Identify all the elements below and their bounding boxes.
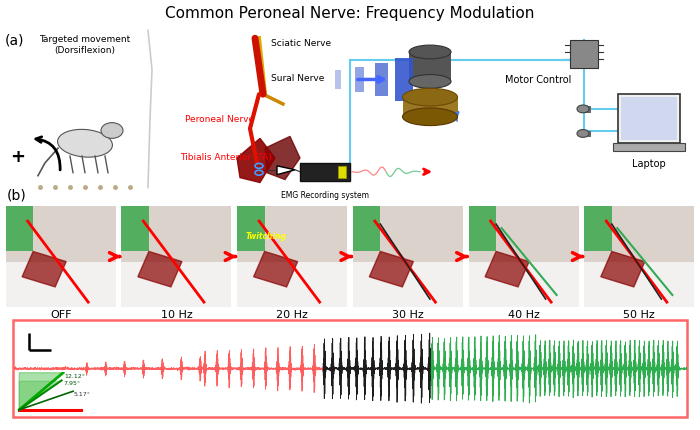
Text: 30 Hz: 30 Hz — [392, 310, 424, 319]
Text: Common Peroneal Nerve: Frequency Modulation: Common Peroneal Nerve: Frequency Modulat… — [165, 6, 535, 22]
Text: Sural Nerve: Sural Nerve — [271, 74, 324, 83]
Polygon shape — [601, 252, 645, 287]
Text: (a): (a) — [5, 33, 24, 47]
Text: OFF: OFF — [50, 310, 71, 319]
Text: Targeted movement
(Dorsiflexion): Targeted movement (Dorsiflexion) — [39, 35, 131, 55]
Bar — [409, 53, 451, 82]
Bar — [237, 206, 347, 262]
Text: 10 Hz: 10 Hz — [160, 310, 193, 319]
Text: Laptop: Laptop — [632, 159, 666, 169]
Bar — [237, 262, 347, 307]
Text: Peroneal Nerve: Peroneal Nerve — [185, 115, 254, 124]
Bar — [353, 206, 463, 262]
Ellipse shape — [402, 89, 458, 107]
Polygon shape — [370, 252, 414, 287]
Bar — [300, 163, 350, 181]
Ellipse shape — [101, 123, 123, 139]
Ellipse shape — [402, 109, 458, 126]
Polygon shape — [265, 137, 300, 180]
Bar — [584, 206, 612, 252]
Bar — [338, 166, 346, 178]
Text: 40 Hz: 40 Hz — [508, 310, 540, 319]
Bar — [121, 206, 232, 262]
Text: 5.17°: 5.17° — [74, 391, 91, 396]
Text: EMG Recording system: EMG Recording system — [281, 191, 369, 200]
Bar — [403, 98, 458, 117]
Polygon shape — [22, 252, 66, 287]
Text: +: + — [10, 147, 25, 166]
Polygon shape — [277, 166, 295, 175]
Bar — [121, 262, 232, 307]
Text: 20 Hz: 20 Hz — [276, 310, 308, 319]
Bar — [583, 131, 591, 138]
Bar — [583, 107, 591, 114]
Text: (b): (b) — [7, 188, 27, 202]
Bar — [468, 206, 579, 262]
Polygon shape — [20, 373, 63, 410]
Bar — [613, 144, 685, 152]
Bar — [468, 262, 579, 307]
Bar — [375, 64, 388, 97]
Bar — [618, 95, 680, 144]
Bar — [468, 206, 496, 252]
Bar — [570, 41, 598, 68]
Polygon shape — [237, 139, 275, 183]
Text: Twitching: Twitching — [246, 232, 287, 241]
Text: Tibialis Anterior (TA): Tibialis Anterior (TA) — [180, 152, 272, 161]
Ellipse shape — [57, 130, 113, 158]
Bar — [335, 71, 341, 90]
Text: Sciatic Nerve: Sciatic Nerve — [271, 39, 331, 48]
Ellipse shape — [409, 75, 451, 89]
Polygon shape — [253, 252, 298, 287]
Bar — [6, 206, 116, 262]
Bar — [355, 68, 364, 93]
Text: 50 Hz: 50 Hz — [624, 310, 655, 319]
Bar — [395, 59, 413, 102]
Bar — [6, 262, 116, 307]
Ellipse shape — [577, 106, 589, 114]
Bar — [121, 206, 149, 252]
Text: 12.12°: 12.12° — [64, 373, 85, 378]
Bar — [584, 206, 694, 262]
Polygon shape — [485, 252, 529, 287]
Text: 7.95°: 7.95° — [63, 381, 80, 386]
Polygon shape — [20, 381, 57, 410]
Polygon shape — [138, 252, 182, 287]
Bar — [584, 262, 694, 307]
Bar — [237, 206, 265, 252]
Bar — [353, 206, 380, 252]
Bar — [353, 262, 463, 307]
Ellipse shape — [409, 46, 451, 60]
Bar — [621, 98, 677, 141]
Text: Motor Control: Motor Control — [505, 75, 571, 85]
Ellipse shape — [577, 130, 589, 138]
Bar — [6, 206, 33, 252]
